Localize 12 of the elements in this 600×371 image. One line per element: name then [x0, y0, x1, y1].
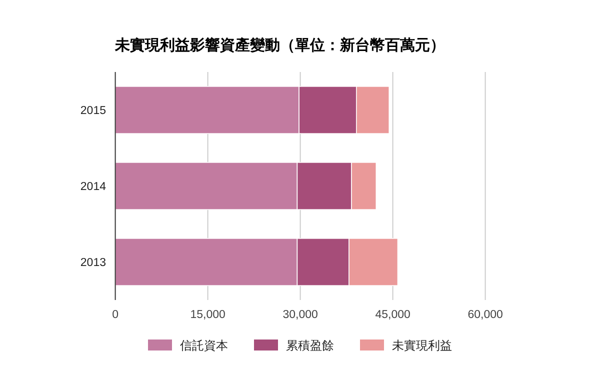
x-tick-label: 0 — [112, 309, 119, 321]
x-tick-label: 30,000 — [282, 309, 318, 321]
legend-label: 信託資本 — [180, 338, 228, 352]
x-tick-label: 15,000 — [190, 309, 226, 321]
y-tick-label: 2015 — [80, 105, 106, 117]
legend-label: 未實現利益 — [392, 338, 452, 352]
x-tick-label: 45,000 — [375, 309, 410, 321]
y-tick-label: 2014 — [80, 181, 107, 193]
x-tick-label: 60,000 — [468, 309, 503, 321]
y-tick-label: 2013 — [80, 257, 106, 269]
legend-label: 累積盈餘 — [286, 338, 334, 352]
chart-title: 未實現利益影響資產變動（單位：新台幣百萬元） — [114, 36, 445, 54]
